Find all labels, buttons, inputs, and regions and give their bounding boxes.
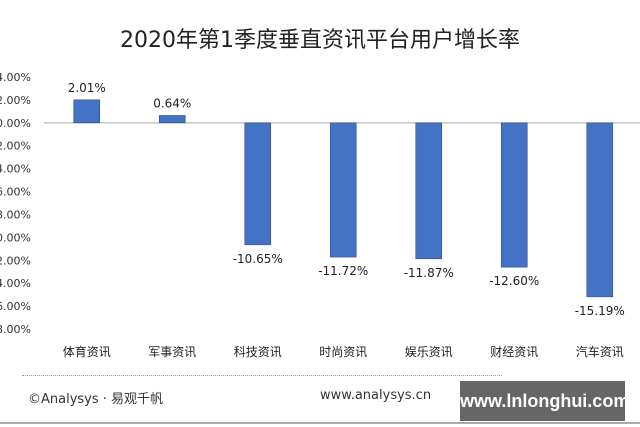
bottom-divider <box>0 422 640 424</box>
category-label: 军事资讯 <box>148 345 196 359</box>
bar <box>329 122 357 258</box>
category-label: 财经资讯 <box>490 345 538 359</box>
category-label: 体育资讯 <box>63 344 111 359</box>
bar <box>158 115 186 124</box>
data-label: -11.72% <box>318 264 368 278</box>
data-label: 0.64% <box>153 96 191 110</box>
data-label: -15.19% <box>575 304 625 318</box>
data-label: 2.01% <box>68 81 106 95</box>
y-tick-label: -4.00% <box>0 163 31 176</box>
data-label: -11.87% <box>404 266 454 280</box>
y-tick-label: -2.00% <box>0 140 31 153</box>
watermark-banner: www.lnlonghui.com <box>460 381 629 421</box>
y-tick-label: -14.00% <box>0 277 31 290</box>
data-label: -10.65% <box>233 252 283 266</box>
y-tick-label: -8.00% <box>0 208 31 221</box>
bar <box>415 122 443 260</box>
bar <box>244 122 272 246</box>
bar <box>586 122 614 298</box>
y-tick-label: 0.00% <box>0 117 31 130</box>
bar <box>73 99 101 124</box>
chart-title: 2020年第1季度垂直资讯平台用户增长率 <box>120 28 520 53</box>
category-label: 汽车资讯 <box>576 344 624 359</box>
category-label: 科技资讯 <box>234 345 282 359</box>
data-label: -12.60% <box>489 274 539 288</box>
category-label: 时尚资讯 <box>319 345 367 359</box>
site-url: www.analysys.cn <box>320 388 432 403</box>
y-tick-label: 4.00% <box>0 71 31 84</box>
y-tick-label: -10.00% <box>0 231 31 244</box>
y-tick-label: -18.00% <box>0 323 31 336</box>
category-label: 娱乐资讯 <box>405 345 453 359</box>
footer-divider <box>22 375 502 376</box>
copyright-text: ©Analysys · 易观千帆 <box>28 392 164 407</box>
y-tick-label: 2.00% <box>0 94 31 107</box>
y-tick-label: -12.00% <box>0 254 31 267</box>
y-tick-label: -16.00% <box>0 300 31 313</box>
y-tick-label: -6.00% <box>0 186 31 199</box>
bar <box>500 122 528 268</box>
